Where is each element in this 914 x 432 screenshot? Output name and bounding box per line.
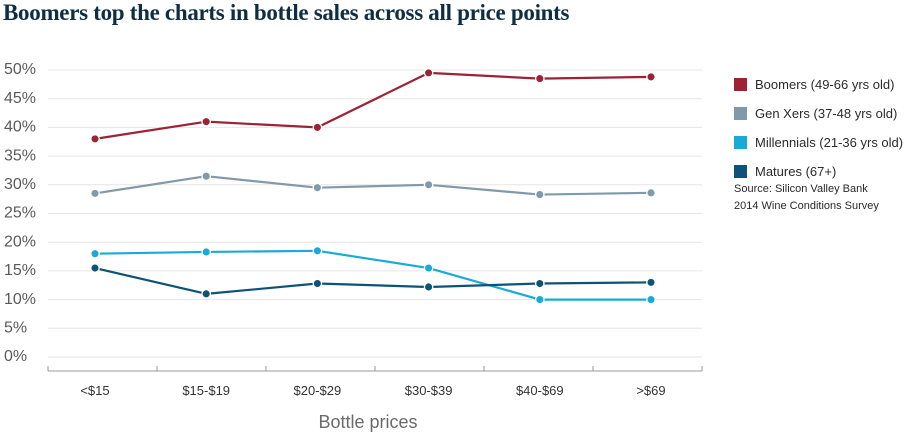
legend-swatch — [734, 165, 747, 178]
legend-label: Gen Xers (37-48 yrs old) — [755, 106, 898, 121]
data-point — [312, 278, 323, 289]
legend-item: Millennials (21-36 yrs old) — [734, 128, 914, 157]
y-tick-label: 0% — [4, 348, 27, 365]
y-tick-label: 30% — [4, 176, 36, 193]
legend-label: Boomers (49-66 yrs old) — [755, 77, 895, 92]
y-tick-label: 25% — [4, 205, 36, 222]
data-point — [646, 277, 656, 288]
legend-label: Millennials (21-36 yrs old) — [755, 135, 904, 150]
data-point — [423, 68, 434, 78]
legend-label: Matures (67+) — [755, 164, 837, 179]
legend-item: Gen Xers (37-48 yrs old) — [734, 99, 914, 128]
chart-title: Boomers top the charts in bottle sales a… — [3, 0, 570, 25]
data-point — [534, 294, 545, 305]
y-tick-label: 40% — [4, 119, 36, 136]
data-point — [201, 116, 212, 127]
series-line — [94, 71, 652, 140]
x-tick-label: $20-$29 — [294, 383, 342, 398]
data-point — [201, 171, 212, 182]
y-axis-ticks: 50% 45% 40% 35% 30% 25% 20% 15% 10% 5% 0% — [4, 61, 36, 365]
data-point — [534, 189, 545, 200]
series-lines — [90, 68, 656, 305]
y-tick-label: 45% — [4, 90, 36, 107]
data-point — [90, 248, 100, 259]
gridlines — [48, 69, 702, 358]
series-line — [94, 175, 652, 196]
legend-swatch — [734, 107, 747, 120]
legend-swatch — [734, 136, 747, 149]
x-tick-label: $15-$19 — [182, 383, 230, 398]
data-point — [423, 179, 434, 190]
legend-item: Matures (67+) — [734, 157, 914, 186]
data-point — [534, 278, 545, 289]
data-point — [312, 182, 323, 193]
y-tick-label: 10% — [4, 291, 36, 308]
source-note: Source: Silicon Valley Bank 2014 Wine Co… — [734, 181, 879, 215]
y-tick-label: 20% — [4, 233, 36, 250]
x-tick-label: $30-$39 — [405, 383, 453, 398]
data-point — [423, 282, 434, 292]
data-point — [90, 134, 100, 144]
data-point — [90, 263, 100, 273]
x-axis: <$15 $15-$19 $20-$29 $30-$39 $40-$69 >$69 — [47, 366, 703, 398]
data-point — [534, 73, 545, 84]
data-point — [312, 122, 323, 133]
legend-item: Boomers (49-66 yrs old) — [734, 70, 914, 99]
y-tick-label: 5% — [4, 320, 27, 337]
data-point — [312, 245, 323, 256]
data-point — [646, 294, 656, 305]
source-line-2: 2014 Wine Conditions Survey — [734, 200, 879, 212]
x-axis-label: Bottle prices — [318, 412, 417, 432]
y-tick-label: 50% — [4, 61, 36, 78]
data-point — [423, 263, 434, 273]
data-point — [646, 187, 656, 198]
data-point — [201, 247, 212, 257]
y-tick-label: 35% — [4, 147, 36, 164]
x-tick-label: $40-$69 — [516, 383, 564, 398]
data-point — [90, 188, 100, 199]
legend: Boomers (49-66 yrs old) Gen Xers (37-48 y… — [734, 70, 914, 186]
series-line — [94, 266, 652, 295]
data-point — [646, 72, 656, 82]
data-point — [201, 289, 212, 299]
x-tick-label: >$69 — [636, 383, 665, 398]
x-tick-label: <$15 — [80, 383, 109, 398]
legend-swatch — [734, 78, 747, 91]
source-line-1: Source: Silicon Valley Bank — [734, 183, 868, 195]
series-line — [94, 249, 651, 301]
y-tick-label: 15% — [4, 262, 36, 279]
